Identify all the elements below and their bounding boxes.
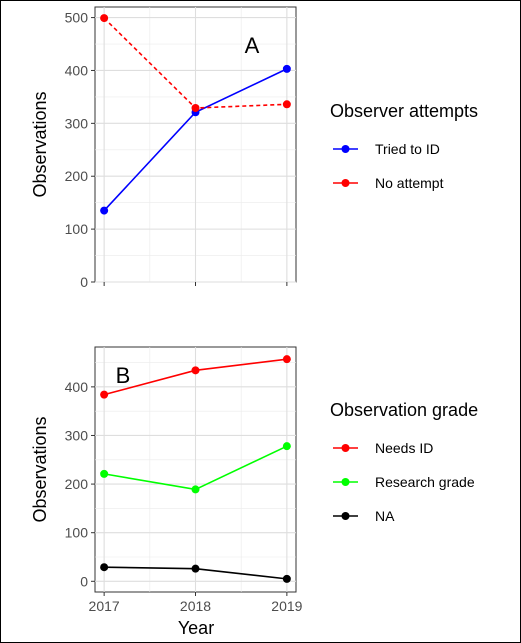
panel-b-point-na — [191, 564, 200, 573]
panel-a-letter: A — [245, 33, 260, 58]
panel-a-point-tried-to-id — [282, 64, 291, 73]
legend-b-key-point-research-grade — [341, 478, 350, 486]
legend-b-label-needs-id: Needs ID — [375, 440, 433, 456]
legend-a-key-point-no-attempt — [341, 179, 350, 187]
panel-b-x-tick-label: 2017 — [89, 598, 120, 614]
panel-b-point-na — [100, 563, 109, 572]
panel-b-letter: B — [116, 363, 131, 388]
panel-b-y-axis-title: Observations — [30, 416, 50, 522]
panel-b-point-research-grade — [282, 442, 291, 451]
panel-b-axes: 0 100 200 300 400 2017 2018 2019 — [65, 379, 303, 614]
panel-b-y-tick-label: 0 — [80, 573, 88, 589]
panel-b-series — [100, 355, 291, 583]
panel-a-grid — [95, 7, 296, 283]
panel-b-point-needs-id — [282, 355, 291, 364]
panel-b-point-na — [282, 574, 291, 583]
legend-b-keys: Needs ID Research grade NA — [333, 440, 475, 524]
panel-b-point-needs-id — [191, 366, 200, 375]
panel-a-y-tick-label: 100 — [65, 221, 89, 237]
panel-a-y-tick-label: 400 — [65, 62, 89, 78]
panel-b-y-tick-label: 300 — [65, 427, 89, 443]
legend-a-title: Observer attempts — [330, 101, 478, 121]
panel-b-y-tick-label: 400 — [65, 379, 89, 395]
panel-a-series — [100, 14, 291, 215]
panel-a-y-axis-title: Observations — [30, 91, 50, 197]
panel-b-point-research-grade — [100, 469, 109, 478]
panel-a-point-no-attempt — [191, 104, 200, 113]
panel-a-axes: 0 100 200 300 400 500 — [65, 10, 288, 290]
legend-b: Observation grade Needs ID Research grade… — [330, 400, 478, 524]
panel-b-x-tick-label: 2019 — [271, 598, 302, 614]
panel-b: 0 100 200 300 400 2017 2018 2019 Observations Y… — [30, 346, 303, 638]
legend-a: Observer attempts Tried to ID No attempt — [330, 101, 478, 191]
panel-a-y-tick-label: 300 — [65, 115, 89, 131]
legend-b-key-point-na — [341, 512, 350, 520]
panel-b-point-research-grade — [191, 485, 200, 494]
legend-b-label-na: NA — [375, 508, 395, 524]
legend-a-label-no-attempt: No attempt — [375, 175, 444, 191]
panel-b-x-axis-title: Year — [178, 618, 214, 638]
panel-a: 0 100 200 300 400 500 Observations A — [30, 6, 297, 290]
panel-a-point-no-attempt — [100, 14, 109, 23]
panel-b-x-tick-label: 2018 — [180, 598, 211, 614]
panel-b-grid — [95, 347, 296, 592]
panel-a-y-tick-label: 500 — [65, 10, 89, 26]
panel-b-y-tick-label: 200 — [65, 476, 89, 492]
panel-a-y-tick-label: 0 — [80, 274, 88, 290]
legend-b-label-research-grade: Research grade — [375, 474, 475, 490]
panel-a-point-tried-to-id — [100, 206, 109, 215]
panel-b-y-tick-label: 100 — [65, 525, 89, 541]
panel-a-y-tick-label: 200 — [65, 168, 89, 184]
legend-a-label-tried-to-id: Tried to ID — [375, 141, 440, 157]
panel-b-point-needs-id — [100, 390, 109, 399]
panel-a-point-no-attempt — [282, 100, 291, 109]
legend-a-keys: Tried to ID No attempt — [333, 141, 444, 191]
legend-b-title: Observation grade — [330, 400, 478, 420]
legend-b-key-point-needs-id — [341, 444, 350, 452]
legend-a-key-point-tried-to-id — [341, 145, 350, 153]
